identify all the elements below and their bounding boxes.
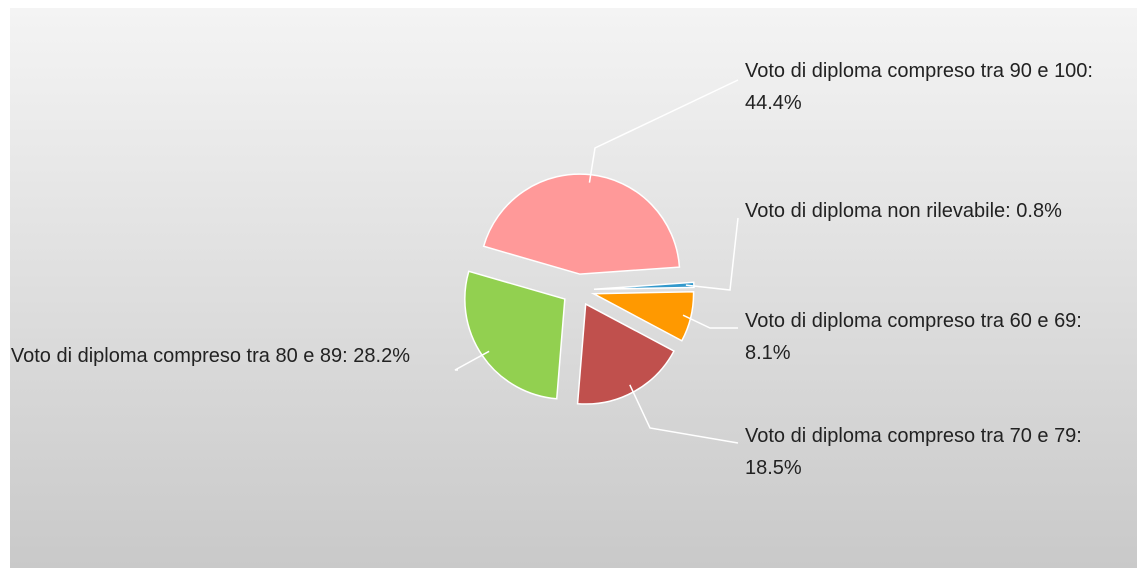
leader-line [685, 217, 739, 291]
pie-slice [590, 291, 695, 342]
chart: Voto di diploma non rilevabile: 0.8% Voto… [10, 8, 1137, 568]
leader-line [454, 350, 490, 371]
leader-line [588, 79, 739, 183]
slice-label: Voto di diploma compreso tra 60 e 69: 8.… [745, 310, 1082, 364]
leader-line [682, 314, 738, 329]
slice-label: Voto di diploma compreso tra 80 e 89: 28… [10, 345, 410, 367]
pie-slice [464, 270, 566, 400]
pie-slice [593, 281, 695, 291]
pie-slice [482, 173, 681, 275]
pie-area [454, 79, 739, 444]
slice-label: Voto di diploma compreso tra 70 e 79: 18… [745, 425, 1082, 479]
slice-label: Voto di diploma compreso tra 90 e 100: 4… [745, 60, 1093, 114]
slice-label: Voto di diploma non rilevabile: 0.8% [745, 200, 1062, 222]
leader-line [629, 384, 739, 444]
